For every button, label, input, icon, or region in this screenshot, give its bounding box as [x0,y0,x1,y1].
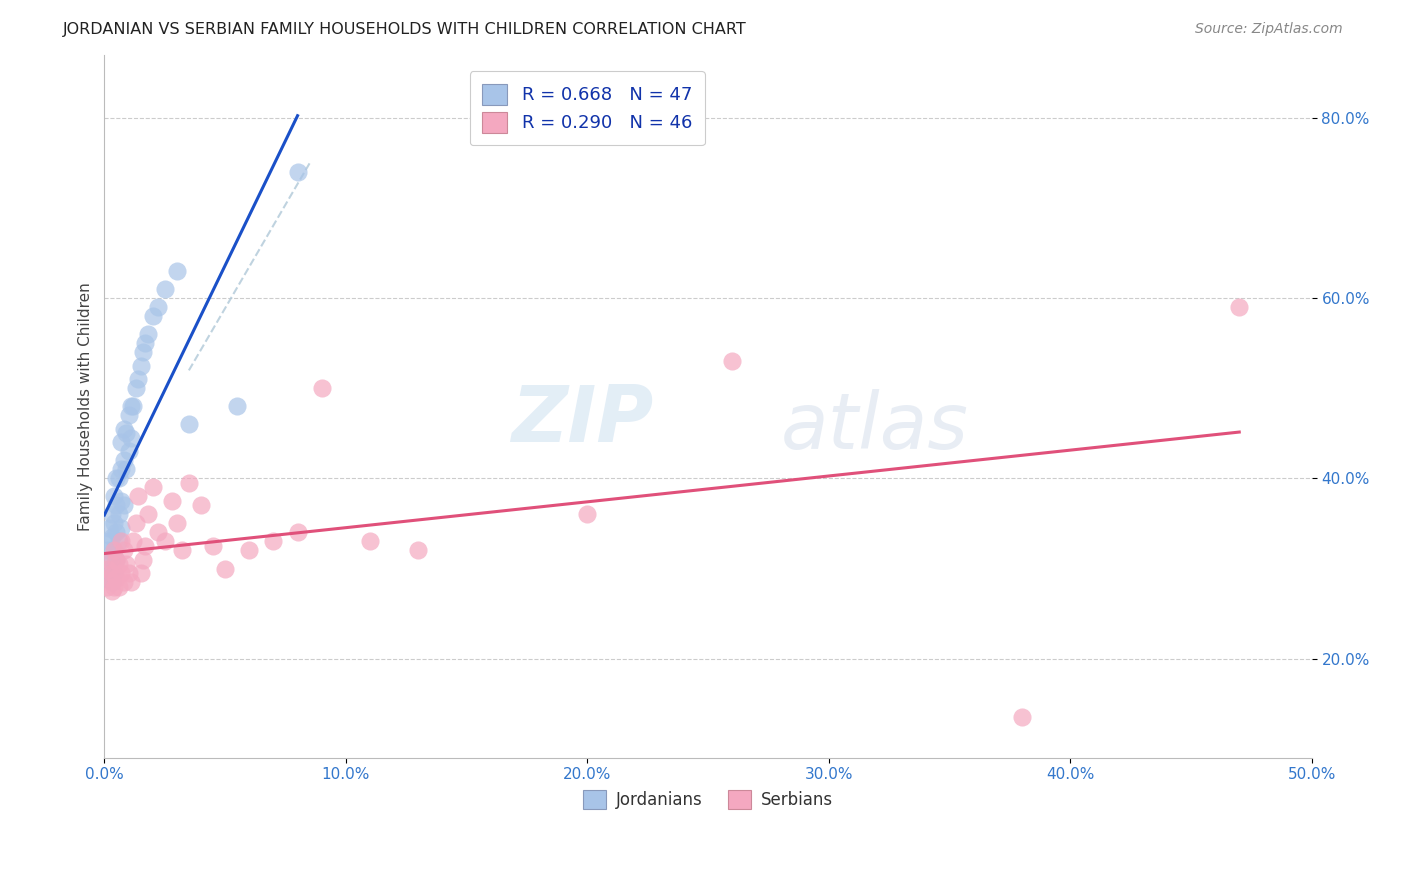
Point [1011,710,1033,724]
Point [117,566,139,580]
Point [115,462,138,476]
Y-axis label: Family Households with Children: Family Households with Children [79,282,93,531]
Point [287,525,309,540]
Point [103,490,125,504]
Point [112,499,135,513]
Point [110,566,132,580]
Point [153,282,176,296]
Point [117,409,139,423]
Point [105,499,128,513]
Point [112,453,135,467]
Point [98,570,121,584]
Point [100,566,122,580]
Point [103,543,125,558]
Point [122,400,145,414]
Text: ZIP: ZIP [512,383,654,458]
Point [129,566,152,580]
Point [287,165,309,179]
Point [177,475,200,490]
Point [98,561,121,575]
Text: atlas: atlas [780,390,969,466]
Point [103,516,125,531]
Point [238,543,260,558]
Point [108,557,131,571]
Point [103,566,125,580]
Point [190,499,212,513]
Point [160,494,183,508]
Point [96,570,118,584]
Point [127,372,149,386]
Point [134,336,156,351]
Point [146,301,169,315]
Point [125,381,148,395]
Point [202,539,225,553]
Point [132,345,155,359]
Point [100,552,122,566]
Point [108,508,131,522]
Point [115,426,138,441]
Point [103,580,125,594]
Point [100,584,122,599]
Point [110,462,132,476]
Point [98,521,121,535]
Point [103,543,125,558]
Point [108,534,131,549]
Point [120,431,142,445]
Point [134,539,156,553]
Point [153,534,176,549]
Point [226,400,249,414]
Point [262,534,284,549]
Point [125,516,148,531]
Point [1227,301,1250,315]
Point [105,552,128,566]
Point [146,525,169,540]
Text: Source: ZipAtlas.com: Source: ZipAtlas.com [1195,22,1343,37]
Point [100,530,122,544]
Point [214,561,236,575]
Point [96,543,118,558]
Point [105,471,128,485]
Point [136,508,159,522]
Point [166,264,188,278]
Point [110,494,132,508]
Point [108,580,131,594]
Point [96,580,118,594]
Point [105,525,128,540]
Point [311,381,333,395]
Point [112,574,135,589]
Point [142,310,165,324]
Point [177,417,200,432]
Point [105,552,128,566]
Point [166,516,188,531]
Point [170,543,193,558]
Point [122,534,145,549]
Point [132,552,155,566]
Point [359,534,381,549]
Point [112,543,135,558]
Legend: Jordanians, Serbians: Jordanians, Serbians [576,783,839,816]
Point [96,561,118,575]
Point [98,552,121,566]
Point [110,435,132,450]
Point [100,574,122,589]
Point [110,534,132,549]
Point [115,557,138,571]
Point [120,574,142,589]
Point [108,471,131,485]
Point [110,521,132,535]
Point [117,444,139,458]
Point [98,534,121,549]
Point [112,422,135,436]
Text: JORDANIAN VS SERBIAN FAMILY HOUSEHOLDS WITH CHILDREN CORRELATION CHART: JORDANIAN VS SERBIAN FAMILY HOUSEHOLDS W… [63,22,747,37]
Point [576,508,599,522]
Point [120,400,142,414]
Point [105,570,128,584]
Point [127,490,149,504]
Point [721,354,744,368]
Point [142,480,165,494]
Point [136,327,159,342]
Point [100,508,122,522]
Point [129,359,152,373]
Point [406,543,429,558]
